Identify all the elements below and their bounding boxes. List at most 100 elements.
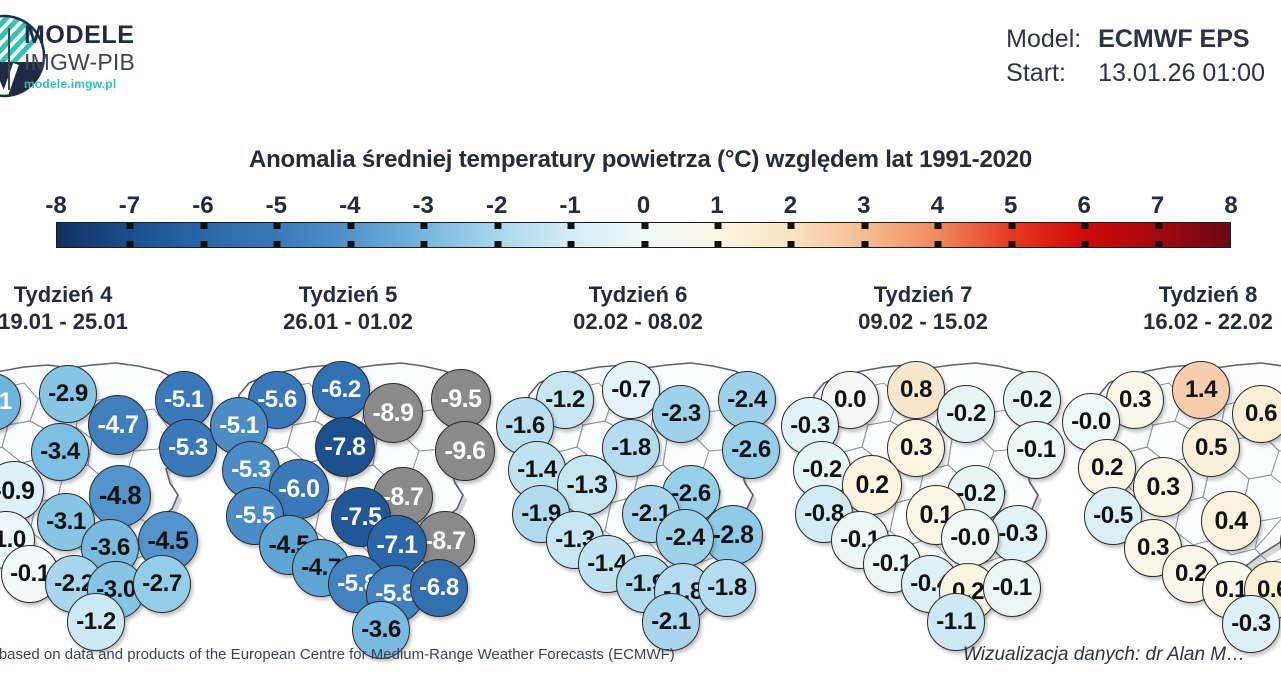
anomaly-value-bubble[interactable]: -9.6 <box>435 421 495 481</box>
model-metadata: Model: ECMWF EPS Start: 13.01.26 01:00 <box>1006 22 1265 90</box>
anomaly-value-bubble[interactable]: -7.5 <box>331 487 391 547</box>
brand-text: MODELE IMGW-PIB modele.imgw.pl <box>24 22 135 93</box>
anomaly-value-bubble[interactable]: -7.8 <box>315 417 375 477</box>
colorbar-tick-5: 5 <box>1004 192 1018 219</box>
colorbar-tickmark <box>200 241 208 247</box>
anomaly-value-bubble[interactable]: -1.4 <box>578 535 636 593</box>
anomaly-value-bubble[interactable]: -4.8 <box>89 465 151 527</box>
anomaly-value-bubble[interactable]: 0.6 <box>1232 385 1281 443</box>
anomaly-value-bubble[interactable]: -4.7 <box>88 395 148 455</box>
anomaly-value-bubble[interactable]: -2.1 <box>642 593 700 651</box>
anomaly-value-bubble[interactable]: 0.2 <box>842 455 902 515</box>
anomaly-value-bubble[interactable]: -8.9 <box>363 383 423 443</box>
anomaly-value-bubble[interactable]: -1.8 <box>698 559 756 617</box>
brand-logo[interactable]: MODELE IMGW-PIB modele.imgw.pl <box>0 12 192 107</box>
colorbar-tickmark <box>420 241 428 247</box>
anomaly-value-bubble[interactable]: -6.2 <box>312 361 370 419</box>
colorbar-tickmark <box>347 241 355 247</box>
anomaly-value-bubble[interactable]: 0.2 <box>1078 439 1136 497</box>
page-header: MODELE IMGW-PIB modele.imgw.pl Model: EC… <box>0 0 1281 118</box>
colorbar-tickmark <box>1081 241 1089 247</box>
colorbar-tick--7: -7 <box>118 192 141 219</box>
colorbar-gradient-strip <box>56 222 1231 248</box>
anomaly-value-bubble[interactable]: -2.9 <box>39 365 97 423</box>
anomaly-value-bubble[interactable]: 0.3 <box>1106 371 1164 429</box>
anomaly-value-bubble[interactable]: -2.4 <box>718 371 776 429</box>
brand-website-link[interactable]: modele.imgw.pl <box>24 77 117 91</box>
colorbar-tick--2: -2 <box>485 192 508 219</box>
anomaly-value-bubble[interactable]: -0.2 <box>1003 371 1061 429</box>
anomaly-value-bubble[interactable]: -6.8 <box>410 559 468 617</box>
footer-credit-author: Wizualizacja danych: dr Alan M… <box>963 644 1246 665</box>
anomaly-value-bubble[interactable]: -1.2 <box>536 371 594 429</box>
colorbar-tickmark <box>126 241 134 247</box>
panel-date-range: 26.01 - 01.02 <box>283 309 413 334</box>
panel-date-range: 09.02 - 15.02 <box>858 309 988 334</box>
anomaly-value-bubble[interactable]: -1.2 <box>67 593 125 651</box>
poland-map: -5.6 -6.2 -8.9 -9.5 -5.1 -7.8 -9.6 -5.3 -6.0 -8.7… <box>205 343 495 659</box>
anomaly-value-bubble[interactable]: 0.5 <box>1182 419 1240 477</box>
colorbar-tick-labels: -8 -7 -6 -5 -4 -3 -2 -1 0 1 2 3 4 5 6 7 8 <box>45 192 1237 222</box>
anomaly-value-bubble[interactable]: -3.6 <box>352 601 410 659</box>
map-panel-4[interactable]: Tydzień 7 09.02 - 15.02 0.0 0.8 -0.2 -0.2 -0.3… <box>780 281 1066 651</box>
anomaly-value-bubble[interactable]: -0.1 <box>1007 421 1065 479</box>
anomaly-value-bubble[interactable]: -0.7 <box>602 361 660 419</box>
panel-week-label: Tydzień 8 <box>1158 282 1258 307</box>
colorbar-tick-4: 4 <box>930 192 944 219</box>
start-row: Start: 13.01.26 01:00 <box>1006 56 1265 90</box>
colorbar-tickmark <box>494 241 502 247</box>
anomaly-value-bubble[interactable]: -2.7 <box>133 555 191 613</box>
anomaly-value-bubble[interactable]: -1.1 <box>927 593 985 651</box>
map-panel-1[interactable]: Tydzień 419.01 - 25.01-3.1-2.9-4.7-5.1-3… <box>0 281 217 651</box>
anomaly-value-bubble[interactable]: -5.3 <box>159 419 217 477</box>
anomaly-value-bubble[interactable]: -1.3 <box>557 455 617 515</box>
anomaly-value-bubble[interactable]: 0.3 <box>887 419 945 477</box>
colorbar-tickmark <box>420 223 428 229</box>
anomaly-value-bubble[interactable]: -9.5 <box>431 369 491 429</box>
colorbar-tick--5: -5 <box>265 192 287 219</box>
colorbar-tick-8: 8 <box>1224 192 1238 219</box>
colorbar-tick-7: 7 <box>1150 192 1165 219</box>
colorbar: -8 -7 -6 -5 -4 -3 -2 -1 0 1 2 3 4 5 6 7 8 <box>45 192 1238 248</box>
page-title: Anomalia średniej temperatury powietrza … <box>248 146 1033 173</box>
anomaly-value-bubble[interactable]: -0.2 <box>793 441 851 499</box>
anomaly-value-bubble[interactable]: -2.3 <box>652 385 710 443</box>
anomaly-value-bubble[interactable]: -2.4 <box>656 509 714 567</box>
model-row: Model: ECMWF EPS <box>1006 22 1265 56</box>
anomaly-value-bubble[interactable]: 0.1 <box>906 485 966 545</box>
footer-attribution-ecmwf: …vice is based on data and products of t… <box>0 646 675 663</box>
anomaly-value-bubble[interactable]: -0.2 <box>937 385 995 443</box>
anomaly-value-bubble[interactable]: 1.4 <box>1172 361 1230 419</box>
poland-map: -3.1-2.9-4.7-5.1-3.4-5.3-0.9-4.8-3.1-4.5… <box>0 343 217 651</box>
map-panel-row: Tydzień 419.01 - 25.01-3.1-2.9-4.7-5.1-3… <box>0 281 1281 659</box>
colorbar-tickmark <box>934 223 942 229</box>
anomaly-value-bubble[interactable]: 0.8 <box>887 361 945 419</box>
poland-map: -1.2 -0.7 -2.3 -2.4 -1.6 -1.8 -2.6 -1.4 -1.3 -2.6… <box>495 343 781 651</box>
colorbar-tickmark <box>641 241 648 247</box>
colorbar-tickmark <box>934 241 942 247</box>
colorbar-tickmark <box>1155 241 1163 247</box>
colorbar-tick--1: -1 <box>559 192 581 219</box>
colorbar-tickmark <box>567 241 575 247</box>
anomaly-value-bubble[interactable]: 0.3 <box>1133 457 1193 517</box>
panel-week-label: Tydzień 5 <box>298 282 398 307</box>
model-value: ECMWF EPS <box>1098 25 1250 53</box>
colorbar-tick-3: 3 <box>857 192 871 219</box>
map-panel-3[interactable]: Tydzień 6 02.02 - 08.02 -1.2 -0.7 -2.3 -2.4 -1… <box>495 281 781 651</box>
colorbar-tickmark <box>567 223 575 229</box>
anomaly-value-bubble[interactable]: -0.0 <box>941 509 999 567</box>
colorbar-tick--6: -6 <box>192 192 214 219</box>
colorbar-tickmark <box>641 223 648 229</box>
anomaly-value-bubble[interactable]: -3.4 <box>31 423 89 481</box>
colorbar-tickmark <box>714 223 722 229</box>
colorbar-tickmark <box>126 223 134 229</box>
anomaly-value-bubble[interactable]: -0.3 <box>1222 595 1280 653</box>
anomaly-value-bubble[interactable]: -2.6 <box>722 421 780 479</box>
colorbar-tick--4: -4 <box>339 192 361 219</box>
panel-week-label: Tydzień 4 <box>13 282 113 307</box>
anomaly-value-bubble[interactable]: -0.1 <box>983 559 1041 617</box>
panel-date-range: 19.01 - 25.01 <box>0 309 128 334</box>
map-panel-5[interactable]: Tydzień 8 16.02 - 22.02 0.3 1.4 0.6 -0.0 0.5 0.… <box>1062 281 1281 653</box>
anomaly-value-bubble[interactable]: 0.4 <box>1201 491 1261 551</box>
map-panel-2[interactable]: Tydzień 5 26.01 - 01.02 -5.6 -6.2 -8.9 -9.5 -5… <box>205 281 495 659</box>
